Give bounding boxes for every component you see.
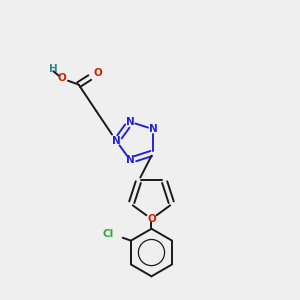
Text: Cl: Cl <box>102 229 113 239</box>
Text: O: O <box>147 214 156 224</box>
Text: O: O <box>57 73 66 83</box>
Text: N: N <box>148 124 158 134</box>
Text: N: N <box>126 155 135 165</box>
Text: O: O <box>93 68 102 78</box>
Text: N: N <box>112 136 121 146</box>
Text: N: N <box>126 117 135 127</box>
Text: H: H <box>49 64 58 74</box>
